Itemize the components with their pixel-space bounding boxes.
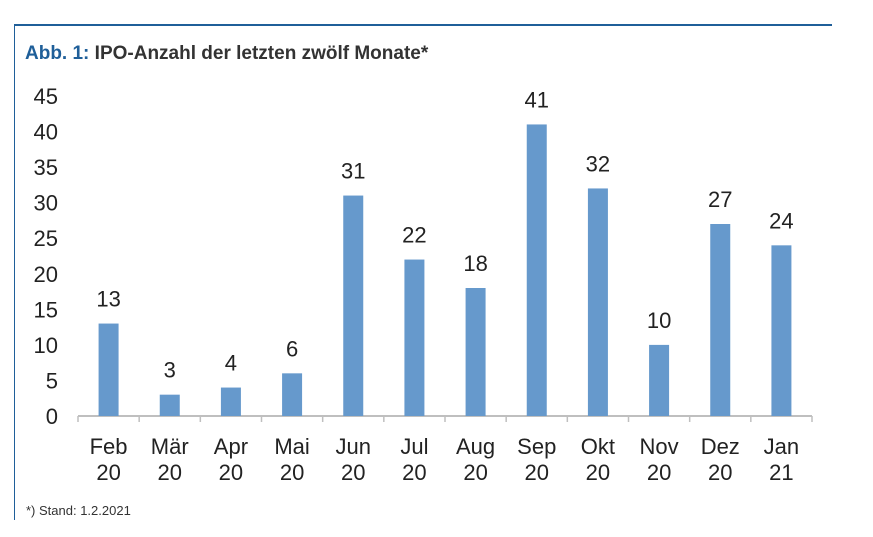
x-tick-label-year: 20 bbox=[158, 460, 182, 485]
x-tick-label-year: 20 bbox=[341, 460, 365, 485]
y-tick-label: 30 bbox=[34, 191, 58, 216]
x-tick-label-month: Jan bbox=[764, 434, 799, 459]
bar bbox=[220, 387, 241, 416]
x-tick-label-year: 20 bbox=[708, 460, 732, 485]
bar-value-label: 3 bbox=[164, 358, 176, 383]
x-tick-label-year: 20 bbox=[525, 460, 549, 485]
bar-value-label: 22 bbox=[402, 223, 426, 248]
y-tick-label: 20 bbox=[34, 262, 58, 287]
bar bbox=[98, 323, 119, 416]
y-tick-label: 5 bbox=[46, 368, 58, 393]
x-tick-label-year: 20 bbox=[219, 460, 243, 485]
x-tick-label-month: Okt bbox=[581, 434, 615, 459]
bar bbox=[404, 259, 425, 416]
bar bbox=[710, 224, 731, 416]
frame-top-border bbox=[14, 24, 832, 26]
bar-value-label: 24 bbox=[769, 208, 793, 233]
frame-left-border bbox=[14, 24, 15, 520]
bar bbox=[587, 188, 608, 416]
y-tick-label: 10 bbox=[34, 333, 58, 358]
bar bbox=[159, 394, 180, 416]
bar bbox=[465, 288, 486, 416]
x-tick-label-month: Nov bbox=[640, 434, 679, 459]
y-tick-label: 15 bbox=[34, 297, 58, 322]
bar-value-label: 13 bbox=[96, 287, 120, 312]
bar-value-label: 4 bbox=[225, 351, 237, 376]
footnote: *) Stand: 1.2.2021 bbox=[26, 503, 131, 518]
y-tick-label: 40 bbox=[34, 120, 58, 145]
chart-title-text: IPO-Anzahl der letzten zwölf Monate* bbox=[89, 43, 429, 64]
x-tick-label-year: 20 bbox=[586, 460, 610, 485]
bar-value-label: 6 bbox=[286, 336, 298, 361]
x-tick-label-month: Mai bbox=[274, 434, 309, 459]
x-tick-label-month: Dez bbox=[701, 434, 740, 459]
x-tick-label-year: 20 bbox=[463, 460, 487, 485]
y-tick-label: 35 bbox=[34, 155, 58, 180]
figure-number: Abb. 1: bbox=[25, 43, 90, 64]
bar bbox=[343, 195, 364, 416]
bar-value-label: 18 bbox=[463, 251, 487, 276]
x-tick-label-month: Feb bbox=[90, 434, 128, 459]
x-tick-label-month: Jun bbox=[336, 434, 371, 459]
bar bbox=[526, 124, 547, 416]
x-tick-label-year: 20 bbox=[96, 460, 120, 485]
x-tick-label-year: 20 bbox=[280, 460, 304, 485]
x-tick-label-month: Jul bbox=[400, 434, 428, 459]
y-tick-label: 25 bbox=[34, 226, 58, 251]
x-tick-label-year: 20 bbox=[647, 460, 671, 485]
x-tick-label-month: Mär bbox=[151, 434, 189, 459]
bar-value-label: 10 bbox=[647, 308, 671, 333]
chart-title: Abb. 1: IPO-Anzahl der letzten zwölf Mon… bbox=[25, 43, 428, 65]
bar bbox=[771, 245, 792, 416]
x-tick-label-year: 20 bbox=[402, 460, 426, 485]
bar-value-label: 31 bbox=[341, 159, 365, 184]
x-tick-label-year: 21 bbox=[769, 460, 793, 485]
x-tick-label-month: Sep bbox=[517, 434, 556, 459]
x-tick-label-month: Apr bbox=[214, 434, 248, 459]
x-tick-label-month: Aug bbox=[456, 434, 495, 459]
bar bbox=[282, 373, 303, 416]
y-tick-label: 0 bbox=[46, 404, 58, 429]
bar-value-label: 32 bbox=[586, 151, 610, 176]
bar bbox=[649, 344, 670, 416]
bar-value-label: 41 bbox=[525, 87, 549, 112]
bar-value-label: 27 bbox=[708, 187, 732, 212]
y-tick-label: 45 bbox=[34, 84, 58, 109]
